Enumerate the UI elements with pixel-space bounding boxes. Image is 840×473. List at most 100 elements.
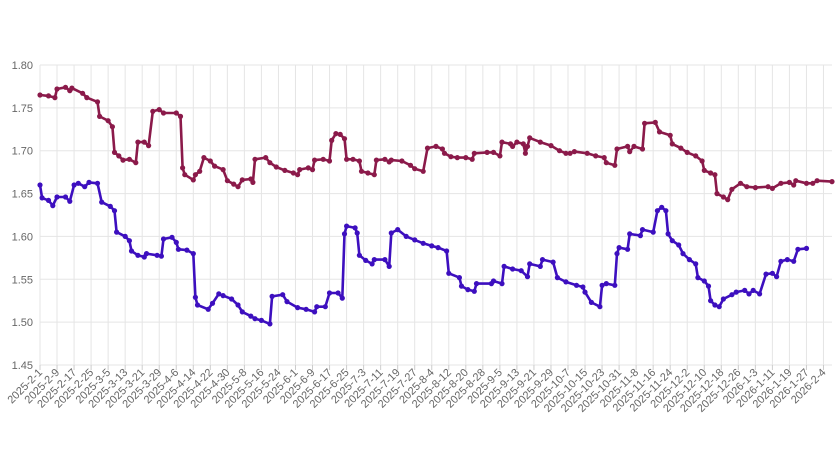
data-point[interactable] (563, 150, 569, 156)
data-point[interactable] (75, 180, 81, 186)
data-point[interactable] (769, 270, 776, 276)
data-point[interactable] (729, 186, 735, 192)
data-point[interactable] (365, 170, 371, 176)
data-point[interactable] (173, 110, 179, 116)
data-point[interactable] (712, 302, 718, 308)
data-point[interactable] (539, 257, 546, 263)
data-point[interactable] (382, 156, 388, 162)
data-point[interactable] (403, 233, 409, 239)
data-point[interactable] (190, 177, 196, 183)
data-point[interactable] (699, 158, 705, 164)
data-point[interactable] (329, 137, 335, 143)
data-point[interactable] (667, 132, 673, 138)
data-point[interactable] (499, 139, 505, 145)
data-point[interactable] (603, 281, 609, 287)
data-point[interactable] (612, 282, 618, 288)
data-point[interactable] (625, 143, 631, 149)
data-point[interactable] (231, 181, 237, 187)
data-point[interactable] (746, 291, 752, 297)
data-point[interactable] (322, 304, 328, 310)
data-point[interactable] (448, 154, 454, 160)
data-point[interactable] (173, 239, 179, 245)
data-point[interactable] (37, 92, 43, 98)
data-point[interactable] (435, 245, 441, 251)
data-point[interactable] (639, 227, 646, 233)
data-point[interactable] (769, 185, 776, 191)
data-point[interactable] (354, 230, 360, 236)
data-point[interactable] (701, 167, 707, 173)
data-point[interactable] (603, 160, 609, 166)
data-point[interactable] (239, 309, 245, 315)
data-point[interactable] (669, 141, 675, 147)
data-point[interactable] (99, 199, 105, 205)
data-point[interactable] (192, 294, 198, 300)
data-point[interactable] (537, 263, 543, 269)
data-point[interactable] (205, 306, 211, 312)
data-point[interactable] (116, 153, 122, 159)
data-point[interactable] (160, 236, 167, 242)
data-point[interactable] (642, 120, 648, 126)
data-point[interactable] (778, 180, 784, 186)
data-point[interactable] (358, 168, 365, 174)
data-point[interactable] (471, 150, 477, 156)
data-point[interactable] (501, 263, 507, 269)
data-point[interactable] (382, 257, 388, 263)
data-point[interactable] (86, 179, 92, 185)
data-point[interactable] (252, 316, 258, 322)
data-point[interactable] (52, 95, 58, 101)
data-point[interactable] (344, 223, 350, 229)
data-point[interactable] (54, 86, 60, 92)
data-point[interactable] (212, 163, 218, 169)
data-point[interactable] (433, 143, 439, 149)
data-point[interactable] (94, 99, 101, 105)
data-point[interactable] (194, 302, 201, 308)
data-point[interactable] (665, 231, 671, 237)
data-point[interactable] (680, 251, 686, 257)
data-point[interactable] (258, 317, 264, 323)
data-point[interactable] (588, 299, 595, 305)
data-point[interactable] (295, 172, 301, 178)
data-point[interactable] (388, 157, 394, 163)
data-point[interactable] (373, 157, 379, 163)
data-point[interactable] (220, 167, 226, 173)
data-point[interactable] (522, 150, 529, 156)
data-point[interactable] (386, 263, 392, 269)
data-point[interactable] (708, 298, 714, 304)
data-point[interactable] (371, 257, 377, 263)
data-point[interactable] (297, 167, 303, 173)
data-point[interactable] (190, 251, 196, 257)
data-point[interactable] (473, 281, 480, 287)
data-point[interactable] (656, 129, 663, 135)
data-point[interactable] (363, 257, 369, 263)
data-point[interactable] (111, 149, 118, 155)
data-point[interactable] (614, 251, 620, 257)
data-point[interactable] (312, 309, 318, 315)
data-point[interactable] (69, 85, 75, 91)
data-point[interactable] (676, 242, 682, 248)
data-point[interactable] (120, 157, 126, 163)
data-point[interactable] (412, 166, 418, 172)
data-point[interactable] (290, 170, 296, 176)
data-point[interactable] (625, 246, 631, 252)
data-point[interactable] (305, 165, 311, 171)
data-point[interactable] (182, 172, 188, 178)
data-point[interactable] (180, 165, 186, 171)
data-point[interactable] (563, 279, 569, 285)
data-point[interactable] (94, 180, 101, 186)
data-point[interactable] (111, 208, 118, 214)
data-point[interactable] (412, 237, 418, 243)
data-point[interactable] (469, 156, 475, 162)
data-point[interactable] (160, 110, 167, 116)
data-point[interactable] (446, 270, 452, 276)
data-point[interactable] (150, 108, 156, 114)
data-point[interactable] (326, 158, 333, 164)
data-point[interactable] (627, 231, 633, 237)
data-point[interactable] (580, 284, 586, 290)
data-point[interactable] (548, 143, 554, 149)
data-point[interactable] (337, 131, 343, 137)
data-point[interactable] (659, 204, 665, 210)
data-point[interactable] (269, 293, 275, 299)
data-point[interactable] (490, 278, 497, 284)
data-point[interactable] (273, 164, 279, 170)
data-point[interactable] (584, 150, 590, 156)
